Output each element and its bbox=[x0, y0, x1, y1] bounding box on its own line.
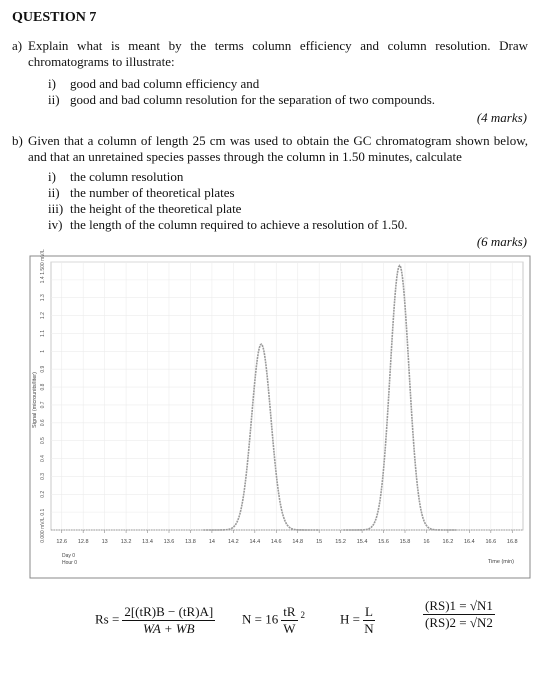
y-tick-label: 0.9 bbox=[40, 366, 46, 373]
x-tick-label: 12.8 bbox=[78, 539, 89, 545]
x-tick-label: 15.6 bbox=[378, 539, 389, 545]
item: ii) the number of theoretical plates bbox=[48, 185, 408, 201]
item-label: ii) bbox=[48, 92, 60, 107]
denominator: W bbox=[283, 621, 296, 636]
footnote: Day 0 bbox=[62, 553, 75, 559]
x-tick-label: 14 bbox=[209, 539, 215, 545]
formula: N = 16 tR W 2 bbox=[242, 604, 305, 637]
y-tick-label: 1 bbox=[40, 350, 46, 353]
part-text: Given that a column of length 25 cm was … bbox=[28, 133, 528, 164]
denominator: N bbox=[364, 621, 374, 636]
x-tick-label: 13 bbox=[102, 539, 108, 545]
formula-lhs: Rs = bbox=[95, 611, 120, 627]
footnote: Hour 0 bbox=[62, 560, 77, 566]
y-tick-label: 0.4 bbox=[40, 455, 46, 462]
item-list: i) good and bad column efficiency and ii) g… bbox=[48, 76, 435, 108]
part-text: Explain what is meant by the terms colum… bbox=[28, 38, 528, 69]
formula-lhs: H = bbox=[340, 611, 360, 627]
x-tick-label: 14.2 bbox=[228, 539, 239, 545]
item-label: ii) bbox=[48, 185, 60, 200]
x-tick-label: 15.2 bbox=[335, 539, 346, 545]
formula: Rs = 2[(tR)B − (tR)A] WA + WB bbox=[95, 604, 218, 637]
y-tick-label: 0.6 bbox=[40, 419, 46, 426]
item-list: i) the column resolution ii) the number of … bbox=[48, 169, 408, 233]
y-tick-label: 0.5 bbox=[40, 437, 46, 444]
x-tick-label: 14.6 bbox=[271, 539, 282, 545]
item-label: i) bbox=[48, 169, 56, 184]
numerator: tR bbox=[281, 604, 298, 621]
item: ii) good and bad column resolution for th… bbox=[48, 92, 435, 108]
numerator: (RS)1 = √N1 bbox=[423, 598, 495, 615]
x-tick-label: 14.8 bbox=[292, 539, 303, 545]
part-label: a) bbox=[12, 38, 23, 53]
item-text: good and bad column efficiency and bbox=[70, 76, 260, 91]
formula: H = L N bbox=[340, 604, 378, 637]
fraction: (RS)1 = √N1 (RS)2 = √N2 bbox=[423, 598, 495, 631]
marks: (4 marks) bbox=[476, 110, 527, 125]
y-tick-label: 0.1 bbox=[40, 508, 46, 515]
denominator: WA + WB bbox=[142, 621, 195, 636]
y-tick-label: 1.1 bbox=[40, 330, 46, 337]
peak bbox=[343, 264, 456, 531]
y-tick-label: 0.7 bbox=[40, 401, 46, 408]
y-tick-label: 0.8 bbox=[40, 383, 46, 390]
item-label: iii) bbox=[48, 201, 64, 216]
y-tick-label: 1.2 bbox=[40, 312, 46, 319]
x-tick-label: 15.8 bbox=[400, 539, 411, 545]
question-title: QUESTION 7 bbox=[12, 10, 97, 25]
item: i) good and bad column efficiency and bbox=[48, 76, 435, 92]
marks: (6 marks) bbox=[476, 234, 527, 249]
item-text: the column resolution bbox=[70, 169, 184, 184]
x-tick-label: 13.8 bbox=[185, 539, 196, 545]
denominator: (RS)2 = √N2 bbox=[425, 615, 493, 630]
y-tick-label: 1.4 bbox=[40, 276, 46, 283]
x-tick-label: 12.6 bbox=[56, 539, 67, 545]
y-tick-label: 0.2 bbox=[40, 491, 46, 498]
y-tick-label: 1.500 mV/L bbox=[40, 249, 46, 275]
formula-lhs: N = 16 bbox=[242, 611, 279, 627]
y-tick-label: 0.3 bbox=[40, 473, 46, 480]
item: iii) the height of the theoretical plate bbox=[48, 201, 408, 217]
item-label: i) bbox=[48, 76, 56, 91]
item-text: the height of the theoretical plate bbox=[70, 201, 242, 216]
item-label: iv) bbox=[48, 217, 63, 232]
x-tick-label: 15.4 bbox=[357, 539, 368, 545]
item-text: the number of theoretical plates bbox=[70, 185, 235, 200]
y-axis-label: Signal (microunits/liter) bbox=[32, 372, 38, 428]
x-tick-label: 16 bbox=[423, 539, 429, 545]
exponent: 2 bbox=[300, 610, 306, 621]
x-tick-label: 14.4 bbox=[249, 539, 260, 545]
x-tick-label: 13.6 bbox=[164, 539, 175, 545]
peak bbox=[203, 343, 320, 531]
fraction: tR W bbox=[281, 604, 298, 637]
formula: (RS)1 = √N1 (RS)2 = √N2 bbox=[420, 598, 498, 631]
x-tick-label: 13.4 bbox=[142, 539, 153, 545]
fraction: 2[(tR)B − (tR)A] WA + WB bbox=[122, 604, 216, 637]
part-label: b) bbox=[12, 133, 23, 148]
y-tick-label: 1.3 bbox=[40, 294, 46, 301]
numerator: L bbox=[362, 604, 375, 621]
x-tick-label: 15 bbox=[316, 539, 322, 545]
item-text: the length of the column required to ach… bbox=[70, 217, 408, 232]
formulas: Rs = 2[(tR)B − (tR)A] WA + WB N = 16 tR W 2 H =… bbox=[0, 590, 543, 660]
x-tick-label: 16.8 bbox=[507, 539, 518, 545]
x-axis-label: Time (min) bbox=[488, 559, 514, 565]
x-tick-label: 16.2 bbox=[443, 539, 454, 545]
y-tick-label: 0.000 mV/L bbox=[40, 517, 46, 543]
item: i) the column resolution bbox=[48, 169, 408, 185]
x-tick-label: 13.2 bbox=[121, 539, 132, 545]
item: iv) the length of the column required to … bbox=[48, 217, 408, 233]
item-text: good and bad column resolution for the s… bbox=[70, 92, 436, 107]
numerator: 2[(tR)B − (tR)A] bbox=[122, 604, 216, 621]
x-tick-label: 16.6 bbox=[485, 539, 496, 545]
x-tick-label: 16.4 bbox=[464, 539, 475, 545]
